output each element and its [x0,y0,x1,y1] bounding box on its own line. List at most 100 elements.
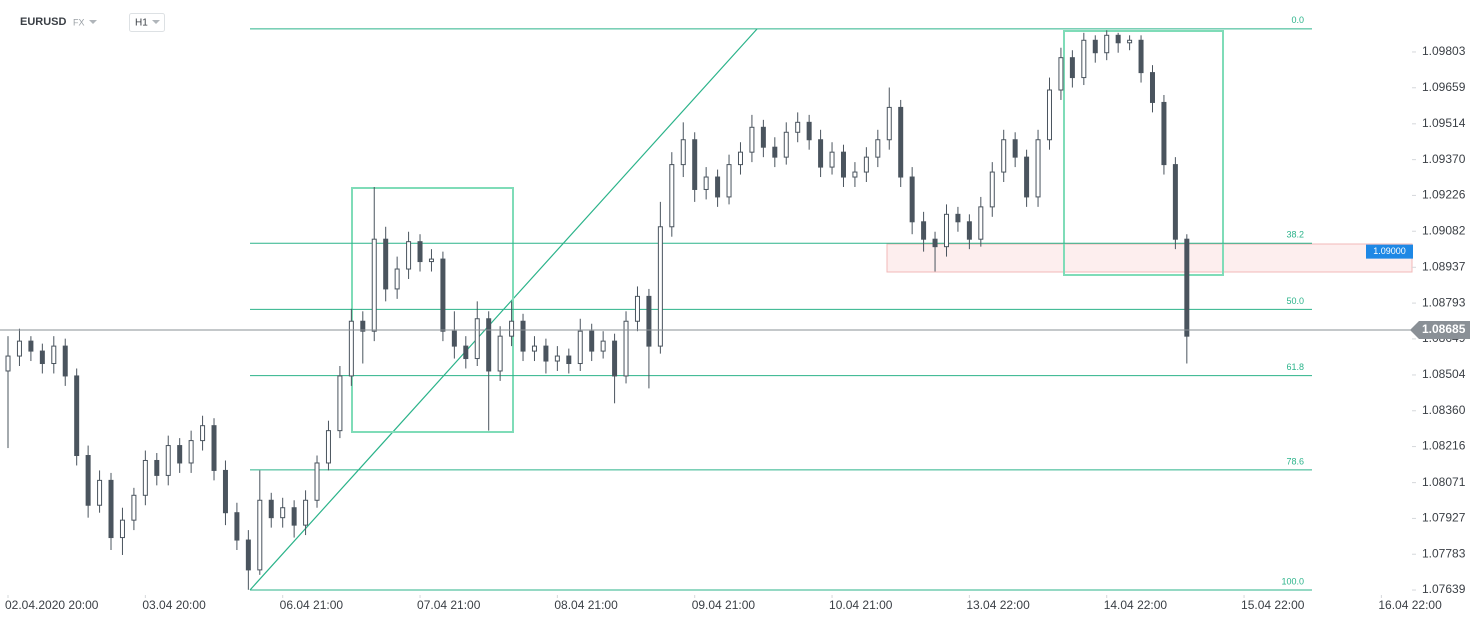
symbol[interactable]: EURUSD [20,16,67,28]
candle-body [1149,72,1155,103]
candle-body [509,320,515,337]
candle-body [16,340,22,357]
candle-body [108,479,114,539]
alert-tag-label: 1.09000 [1373,246,1406,256]
y-tick-label: 1.08071 [1422,475,1466,489]
last-price-tag [1410,320,1470,339]
x-tick-label: 14.04 22:00 [1104,598,1168,612]
x-tick-label: 13.04 22:00 [966,598,1030,612]
fib-label: 61.8 [1286,362,1304,372]
candle-body [646,295,652,347]
candle-body [829,151,835,168]
y-tick-label: 1.08504 [1422,367,1466,381]
candle-body [314,462,320,501]
candle-body [142,459,148,496]
candle-body [589,330,595,352]
y-tick-label: 1.09659 [1422,80,1466,94]
candle-body [200,425,206,442]
candle-body [543,345,549,362]
candle-body [1069,57,1075,79]
y-tick-label: 1.08216 [1422,439,1466,453]
candle-body [383,238,389,290]
candle-body [303,499,309,526]
candle-body [1058,57,1064,91]
y-tick-label: 1.07927 [1422,511,1466,525]
candle-body [669,164,675,228]
candle-body [51,345,57,365]
candle-body [818,139,824,168]
fib-label: 38.2 [1286,230,1304,240]
candle-body [760,126,766,148]
candle-body [566,355,572,365]
candle-body [840,151,846,178]
candle-body [680,139,686,166]
candle-body [921,221,927,240]
candle-body [188,440,194,464]
x-tick-label: 15.04 22:00 [1241,598,1305,612]
y-tick-label: 1.07639 [1422,582,1466,596]
y-tick-label: 1.09514 [1422,116,1466,130]
candle-body [1115,34,1121,44]
candle-body [406,241,412,270]
candle-body [177,445,183,464]
candle-body [623,320,629,377]
candle-body [520,320,526,352]
candle-body [783,131,789,158]
candle-body [1092,39,1098,54]
y-tick-label: 1.08793 [1422,295,1466,309]
candle-body [222,469,228,514]
x-tick-label: 09.04 21:00 [692,598,756,612]
candle-body [886,106,892,141]
candle-body [291,507,297,526]
candle-body [612,340,618,377]
candle-body [989,171,995,208]
candle-body [325,430,331,464]
x-tick-label: 08.04 21:00 [554,598,618,612]
interval-selector[interactable] [129,13,165,32]
candle-body [28,340,34,352]
dropdown-caret[interactable] [89,20,97,24]
y-tick-label: 1.09226 [1422,188,1466,202]
candle-body [955,213,961,223]
candle-body [898,106,904,178]
market[interactable]: FX [73,17,85,27]
candle-body [966,221,972,240]
candle-body [726,164,732,198]
candle-body [62,345,68,377]
candle-body [1046,89,1052,141]
candle-body [131,494,137,521]
candle-body [863,156,869,173]
highlight-box [1063,30,1224,276]
y-tick-label: 1.08360 [1422,403,1466,417]
candle-body [428,258,434,263]
candle-body [715,176,721,198]
dropdown-caret[interactable] [152,20,160,24]
candle-body [1161,101,1167,166]
candle-body [577,330,583,365]
last-price-label: 1.08685 [1422,322,1466,336]
y-tick-label: 1.09370 [1422,152,1466,166]
x-tick-label: 03.04 20:00 [142,598,206,612]
candle-body [795,121,801,133]
candle-body [978,206,984,240]
fib-label: 100.0 [1281,576,1304,586]
candle-body [1012,139,1018,158]
y-tick-label: 1.09082 [1422,223,1466,237]
candle-body [692,139,698,190]
candle-body [451,330,457,347]
candle-body [932,238,938,248]
x-tick-label: 10.04 21:00 [829,598,893,612]
x-tick-label: 02.04.2020 20:00 [5,598,99,612]
candle-body [852,171,858,178]
candle-body [440,258,446,332]
fib-label: 0.0 [1291,15,1304,25]
candle-body [348,320,354,377]
interval[interactable]: H1 [135,18,148,29]
candle-body [1184,238,1190,337]
candle-body [909,176,915,223]
fib-label: 78.6 [1286,456,1304,466]
candle-body [39,350,45,365]
candle-body [1001,139,1007,173]
x-tick-label: 06.04 21:00 [280,598,344,612]
